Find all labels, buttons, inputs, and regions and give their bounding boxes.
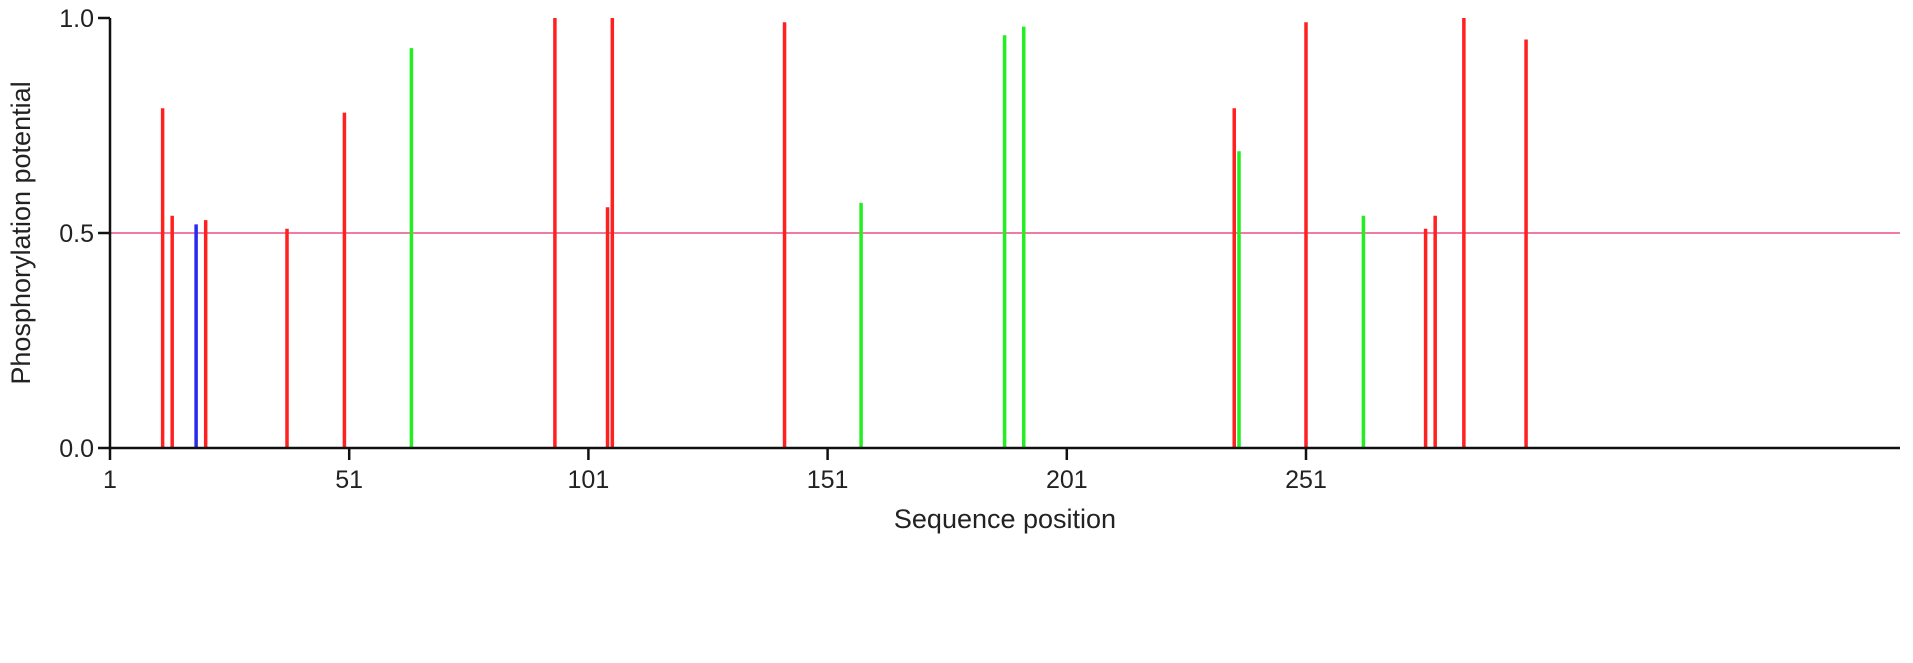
y-tick-label-1.0: 1.0 bbox=[59, 5, 94, 33]
x-tick-label-1: 1 bbox=[103, 466, 117, 494]
x-axis-title: Sequence position bbox=[894, 504, 1116, 534]
x-tick-label-201: 201 bbox=[1046, 466, 1088, 494]
y-axis-title: Phosphorylation potential bbox=[6, 81, 36, 384]
y-tick-label-0.0: 0.0 bbox=[59, 435, 94, 463]
x-tick-label-101: 101 bbox=[568, 466, 610, 494]
x-tick-label-251: 251 bbox=[1285, 466, 1327, 494]
y-tick-label-0.5: 0.5 bbox=[59, 220, 94, 248]
x-tick-label-151: 151 bbox=[807, 466, 849, 494]
x-tick-label-51: 51 bbox=[335, 466, 363, 494]
